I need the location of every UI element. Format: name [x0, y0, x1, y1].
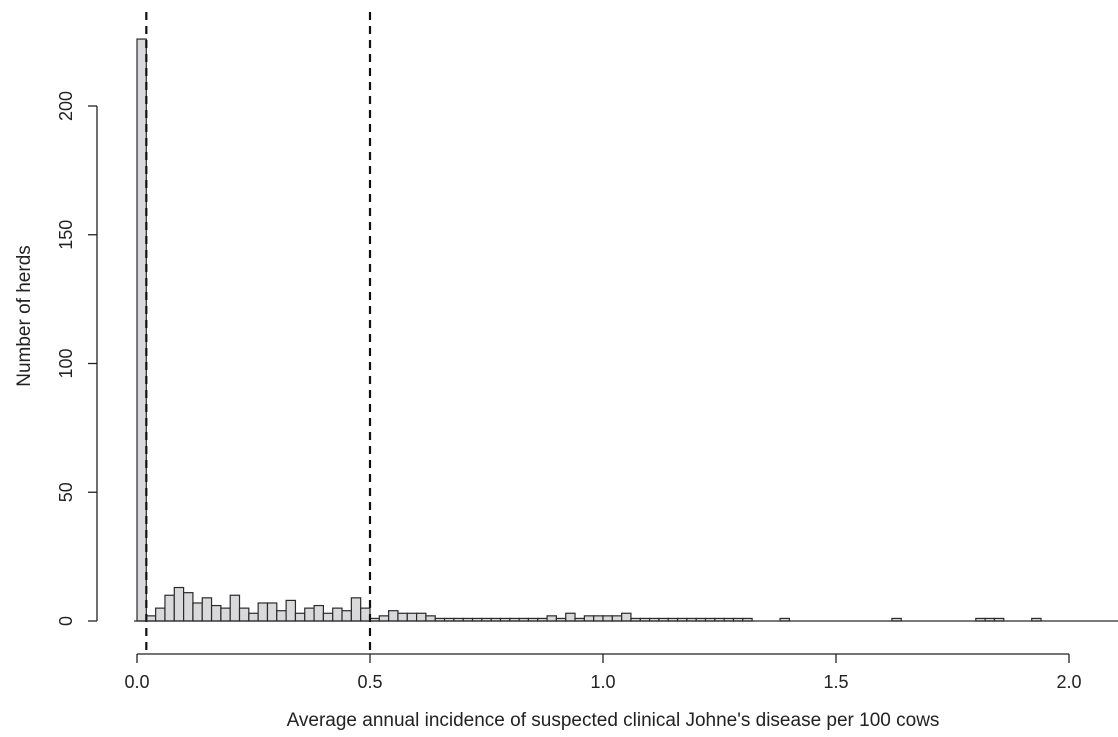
- y-axis-title: Number of herds: [14, 245, 35, 387]
- histogram-bar: [397, 612, 408, 622]
- y-tick-label: 150: [56, 220, 76, 250]
- histogram-bar: [183, 592, 194, 622]
- histogram-bar: [593, 615, 604, 622]
- histogram-bar: [416, 612, 427, 622]
- x-tick-label: 0.5: [357, 672, 382, 692]
- x-axis-title: Average annual incidence of suspected cl…: [287, 710, 940, 731]
- x-tick-label: 0.0: [124, 672, 149, 692]
- histogram-bar: [332, 607, 343, 622]
- y-axis: 0 50 100 150 200: [56, 91, 98, 626]
- histogram-bar: [388, 610, 399, 622]
- histogram-bar: [201, 597, 213, 622]
- histogram-bar: [173, 586, 185, 622]
- reference-lines: [145, 12, 372, 650]
- histogram-bar: [378, 615, 390, 622]
- histogram-bars: [136, 38, 1042, 622]
- histogram-bar: [621, 612, 632, 622]
- x-tick-label: 1.5: [823, 672, 848, 692]
- histogram-bar: [276, 610, 287, 622]
- y-tick-label: 200: [56, 91, 76, 121]
- histogram-bar: [155, 607, 166, 622]
- histogram-bar: [210, 604, 222, 622]
- histogram-bar: [611, 615, 623, 622]
- histogram-bar: [220, 607, 231, 622]
- histogram-bar: [602, 615, 613, 622]
- y-tick-label: 50: [56, 482, 76, 502]
- histogram-bar: [313, 604, 324, 622]
- histogram-bar: [322, 612, 334, 622]
- x-tick-label: 2.0: [1056, 672, 1081, 692]
- histogram-bar: [360, 607, 371, 622]
- histogram-bar: [341, 610, 352, 622]
- histogram-bar: [425, 615, 436, 622]
- histogram-bar: [229, 594, 241, 622]
- x-tick-label: 1.0: [590, 672, 615, 692]
- histogram-bar: [350, 597, 362, 622]
- histogram-bar: [136, 38, 147, 622]
- histogram-bar: [565, 612, 576, 622]
- histogram-bar: [546, 615, 558, 622]
- histogram-bar: [285, 599, 297, 622]
- y-tick-label: 100: [56, 348, 76, 378]
- histogram-bar: [192, 602, 203, 622]
- histogram-bar: [257, 602, 269, 622]
- histogram-bar: [145, 615, 157, 622]
- histogram-bar: [294, 612, 306, 622]
- histogram-bar: [164, 594, 175, 622]
- histogram-bar: [248, 612, 259, 622]
- histogram-bar: [238, 607, 250, 622]
- histogram-bar: [583, 615, 595, 622]
- histogram-bar: [304, 607, 315, 622]
- histogram-bar: [266, 602, 278, 622]
- y-tick-label: 0: [56, 616, 76, 626]
- histogram-bar: [406, 612, 418, 622]
- x-axis: 0.0 0.5 1.0 1.5 2.0: [124, 653, 1082, 692]
